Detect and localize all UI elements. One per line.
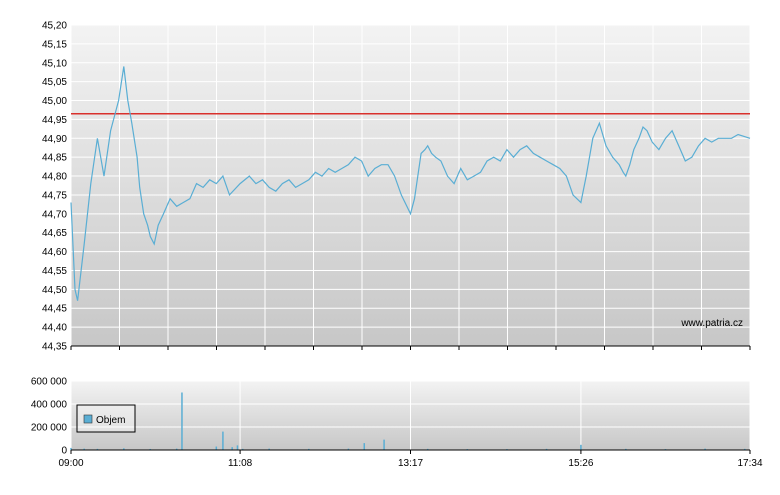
volume-bar bbox=[383, 439, 385, 450]
volume-bar bbox=[625, 448, 627, 450]
volume-y-tick-label: 400 000 bbox=[31, 400, 68, 411]
price-y-tick-label: 44,50 bbox=[42, 285, 67, 296]
legend: Objem bbox=[76, 404, 136, 433]
price-y-tick-label: 45,20 bbox=[42, 21, 67, 32]
volume-bar bbox=[308, 448, 310, 450]
volume-bar bbox=[363, 443, 366, 450]
volume-bar bbox=[181, 392, 183, 450]
volume-bar bbox=[743, 448, 746, 450]
volume-y-tick-label: 200 000 bbox=[31, 423, 68, 434]
price-y-tick-label: 44,75 bbox=[42, 190, 67, 201]
volume-bar bbox=[83, 448, 85, 450]
legend-label-objem: Objem bbox=[96, 415, 125, 426]
price-y-tick-label: 44,90 bbox=[42, 134, 67, 145]
price-y-tick-label: 45,00 bbox=[42, 96, 67, 107]
price-y-tick-label: 44,70 bbox=[42, 209, 67, 220]
x-tick-label: 15:26 bbox=[568, 458, 593, 469]
legend-swatch-objem bbox=[83, 414, 93, 424]
price-y-tick-label: 44,60 bbox=[42, 247, 67, 258]
volume-bar bbox=[580, 444, 582, 450]
volume-y-tick-labels: 600 000 400 000 200 000 0 bbox=[31, 377, 68, 457]
volume-y-tick-label: 0 bbox=[61, 446, 67, 457]
x-tick-label: 13:17 bbox=[398, 458, 423, 469]
volume-bar bbox=[704, 448, 706, 450]
volume-y-tick-label: 600 000 bbox=[31, 377, 68, 388]
volume-bar bbox=[545, 448, 548, 450]
volume-bar bbox=[236, 445, 239, 450]
price-y-tick-label: 44,45 bbox=[42, 304, 67, 315]
price-y-tick-label: 45,10 bbox=[42, 58, 67, 69]
price-y-tick-label: 44,80 bbox=[42, 172, 67, 183]
volume-bar bbox=[175, 448, 178, 450]
x-tick-label: 17:34 bbox=[737, 458, 762, 469]
volume-x-tick-labels: 09:00 11:08 13:17 15:26 17:34 bbox=[58, 450, 763, 469]
volume-bar bbox=[222, 431, 224, 450]
price-series-line bbox=[70, 66, 751, 301]
volume-bar bbox=[268, 448, 270, 450]
price-y-tick-label: 45,15 bbox=[42, 39, 67, 50]
x-tick-label: 09:00 bbox=[58, 458, 83, 469]
x-tick-label: 11:08 bbox=[228, 458, 253, 469]
price-y-tick-label: 44,85 bbox=[42, 153, 67, 164]
volume-bar bbox=[347, 448, 350, 450]
price-y-tick-label: 44,95 bbox=[42, 115, 67, 126]
price-y-tick-label: 44,40 bbox=[42, 323, 67, 334]
volume-bar bbox=[241, 448, 244, 450]
volume-bar bbox=[96, 448, 99, 450]
volume-bar bbox=[149, 448, 152, 450]
price-y-tick-label: 44,35 bbox=[42, 342, 67, 353]
watermark: www.patria.cz bbox=[680, 318, 743, 329]
volume-bar bbox=[123, 448, 125, 450]
price-y-tick-labels: 45,20 45,15 45,10 45,05 45,00 44,95 44,90 44,85… bbox=[42, 21, 67, 353]
price-y-tick-label: 44,65 bbox=[42, 228, 67, 239]
volume-bar bbox=[426, 448, 429, 450]
volume-bar bbox=[231, 447, 233, 450]
volume-bar bbox=[70, 447, 72, 450]
price-y-tick-label: 44,55 bbox=[42, 266, 67, 277]
price-x-tick-marks bbox=[70, 346, 751, 350]
volume-bar bbox=[215, 446, 218, 450]
price-vertical-gridlines bbox=[70, 25, 751, 346]
price-y-tick-label: 45,05 bbox=[42, 77, 67, 88]
